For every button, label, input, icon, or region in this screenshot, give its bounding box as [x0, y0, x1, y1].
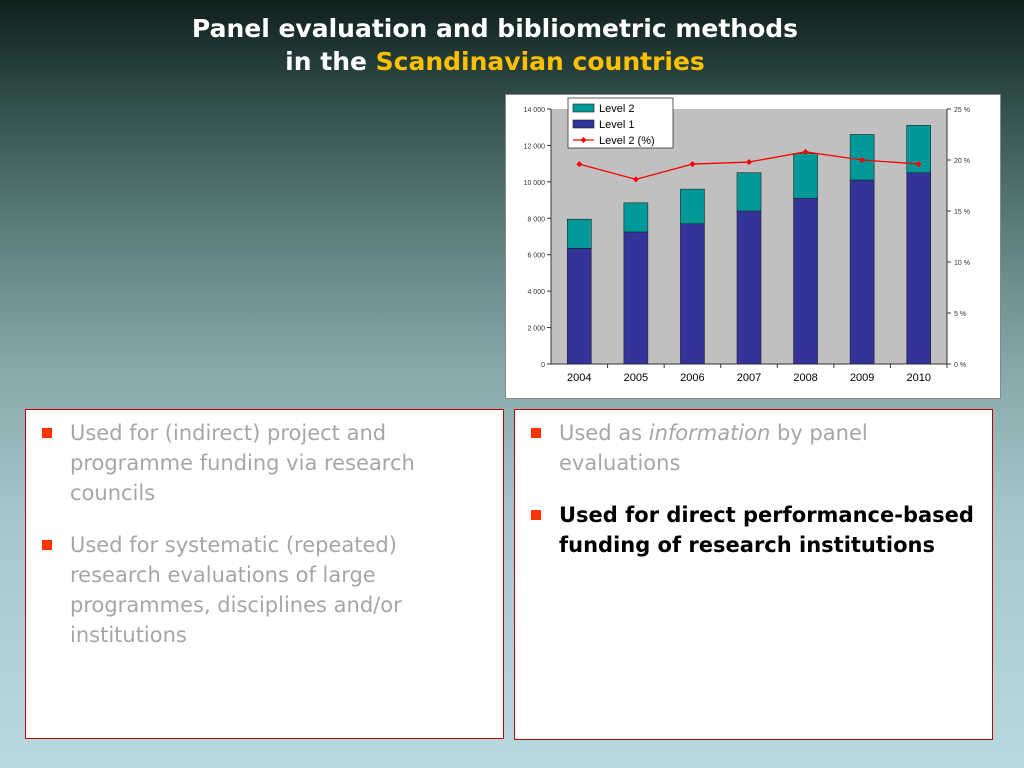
legend-label: Level 2: [599, 103, 634, 115]
marker-level2-pct: [746, 159, 752, 166]
left-bullet-list: Used for (indirect) project and programm…: [26, 410, 503, 650]
bar-level2: [680, 188, 705, 225]
right-bullet-1: Used as information by panel evaluations: [529, 418, 982, 478]
marker-level2-pct: [802, 148, 809, 155]
title-line-2-prefix: in the: [285, 47, 367, 76]
marker-level2-pct: [915, 161, 922, 168]
left-bullet-2-text: Used for systematic (repeated) research …: [70, 533, 402, 647]
y-left-tick-label: 12 000: [524, 143, 546, 150]
title-line-1: Panel evaluation and bibliometric method…: [191, 14, 799, 43]
legend-swatch-marker: [580, 137, 587, 143]
right-bullet-list: Used as information by panel evaluations…: [515, 410, 992, 560]
bullet-square-icon: [42, 428, 52, 438]
right-bullet-1-prefix: Used as: [559, 421, 643, 445]
x-tick-label: 2010: [906, 372, 930, 384]
bar-level1: [793, 197, 818, 365]
title-highlight: Scandinavian countries: [375, 47, 705, 76]
x-tick-label: 2007: [737, 372, 761, 384]
y-right-tick-label: 0 %: [954, 362, 966, 369]
bullet-square-icon: [531, 428, 541, 438]
marker-level2-pct: [632, 176, 639, 183]
bar-level1: [566, 248, 592, 365]
marker-level2-pct: [689, 161, 696, 168]
marker-level2-pct: [859, 157, 866, 163]
y-right-tick-label: 5 %: [954, 311, 966, 318]
legend-swatch: [572, 103, 595, 113]
y-left-tick-label: 10 000: [524, 180, 546, 187]
bullet-square-icon: [42, 540, 52, 550]
right-bullet-2-text: Used for direct performance-based fundin…: [559, 503, 974, 557]
y-right-tick-label: 10 %: [954, 260, 970, 267]
bar-level1: [849, 179, 875, 365]
y-left-tick-label: 6 000: [527, 253, 545, 260]
bullet-square-icon: [531, 510, 541, 520]
title-line-2: in the Scandinavian countries: [0, 45, 990, 78]
y-left-tick-label: 0: [541, 362, 545, 369]
y-left-tick-label: 8 000: [527, 216, 545, 223]
right-panel: Used as information by panel evaluations…: [514, 409, 993, 740]
right-bullet-2: Used for direct performance-based fundin…: [529, 500, 982, 560]
x-tick-label: 2004: [567, 372, 591, 384]
x-tick-label: 2006: [680, 372, 704, 384]
bar-level2: [793, 153, 818, 199]
slide-title: Panel evaluation and bibliometric method…: [0, 12, 990, 78]
marker-level2-pct: [576, 161, 583, 168]
left-panel: Used for (indirect) project and programm…: [25, 409, 504, 739]
bar-level1: [623, 231, 649, 365]
y-right-tick-label: 20 %: [954, 158, 970, 165]
legend-label: Level 1: [599, 119, 634, 131]
chart-svg: 0 2 000 4 000 6 000 8 000 10 000 12 000 14 000 0…: [524, 97, 970, 384]
legend-label: Level 2 (%): [599, 135, 655, 147]
y-left-tick-label: 2 000: [527, 326, 545, 333]
left-bullet-1-text: Used for (indirect) project and programm…: [70, 421, 415, 505]
bar-level2: [736, 172, 762, 212]
right-bullet-1-italic: information: [648, 421, 771, 445]
bar-level1: [906, 172, 932, 365]
left-bullet-1: Used for (indirect) project and programm…: [40, 418, 493, 508]
bar-level1: [680, 223, 705, 365]
bar-level2: [566, 218, 592, 249]
bar-chart: 0 2 000 4 000 6 000 8 000 10 000 12 000 14 000 0…: [505, 94, 1001, 399]
x-tick-label: 2008: [793, 372, 817, 384]
left-bullet-2: Used for systematic (repeated) research …: [40, 530, 493, 650]
y-left-tick-label: 4 000: [527, 289, 545, 296]
y-right-tick-label: 15 %: [954, 209, 970, 216]
y-right-tick-label: 25 %: [954, 107, 970, 114]
x-tick-label: 2009: [850, 372, 874, 384]
x-tick-label: 2005: [624, 372, 648, 384]
y-left-tick-label: 14 000: [524, 107, 546, 114]
legend-swatch: [572, 119, 595, 129]
right-bullet-1-suffix: by panel evaluations: [559, 421, 868, 475]
bar-level2: [623, 202, 649, 233]
bar-level1: [736, 210, 762, 365]
